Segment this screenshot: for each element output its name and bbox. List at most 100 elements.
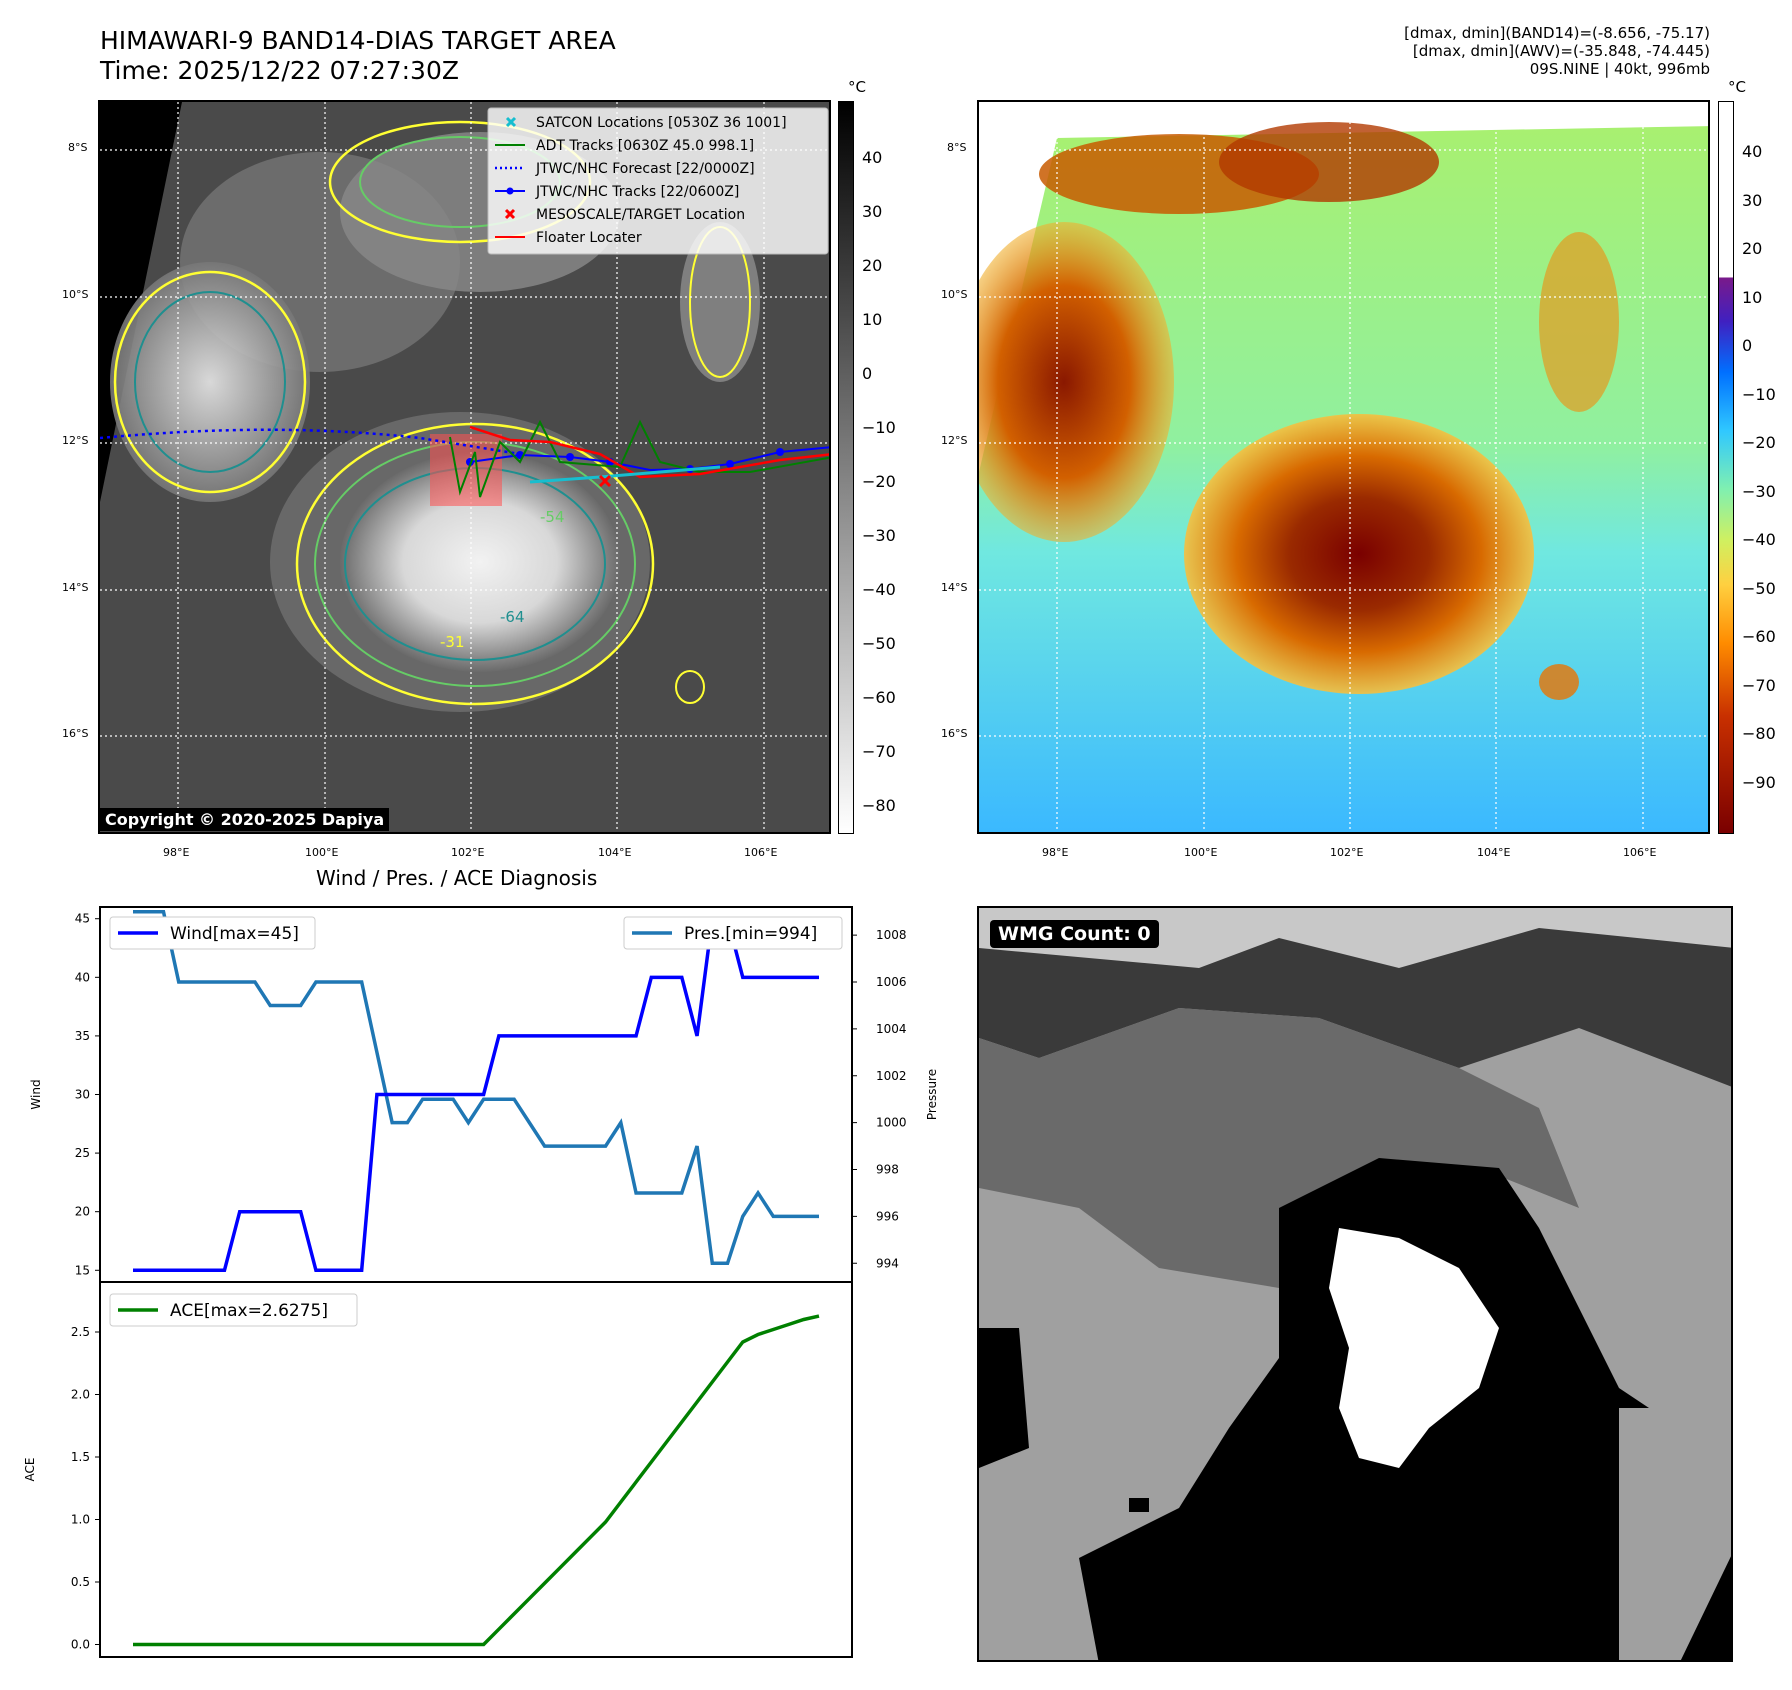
ace-axis-label: ACE <box>23 1458 37 1482</box>
colorbar-tick-label: −10 <box>1742 384 1776 404</box>
color-western-cloud <box>979 222 1174 542</box>
colorbar-tick-label: −30 <box>1742 481 1776 501</box>
wmg-mid-band <box>979 1008 1579 1288</box>
colorbar-tick-label: 0 <box>1742 336 1753 355</box>
color-colorbar <box>1718 101 1734 834</box>
time-line: Time: 2025/12/22 07:27:30Z <box>100 56 459 85</box>
pressure-tick-label: 1000 <box>876 1116 907 1130</box>
wind-tick-label: 40 <box>75 970 90 984</box>
stats-block: [dmax, dmin](BAND14)=(-8.656, -75.17) [d… <box>1404 24 1710 78</box>
pressure-tick-label: 998 <box>876 1163 899 1177</box>
colorbar-tick-label: 30 <box>1742 190 1763 210</box>
ace-legend-box <box>109 1293 358 1327</box>
pressure-tick-label: 1006 <box>876 975 907 989</box>
lon-label: 98°E <box>163 846 190 859</box>
wmg-dark-band <box>979 928 1731 1087</box>
wmg-count-badge: WMG Count: 0 <box>990 920 1159 948</box>
colorbar-tick-label: −30 <box>862 526 896 545</box>
colorbar-tick-label: 10 <box>862 310 883 329</box>
ace-tick-label: 2.5 <box>71 1325 90 1339</box>
legend-satcon: SATCON Locations [0530Z 36 1001] <box>536 115 787 131</box>
floater-box <box>430 434 502 506</box>
lat-label: 16°S <box>62 727 89 740</box>
wmg-panel <box>977 906 1733 1662</box>
contour-31 <box>295 422 655 706</box>
diagnosis-charts: 15 20 25 30 35 40 45 994 996 998 1000 1002 1004 1006 1… <box>23 906 939 1658</box>
pressure-series-line <box>133 909 819 1265</box>
ir-map-canvas: -64 -54 -31 <box>100 102 829 832</box>
lat-label: 14°S <box>941 581 968 594</box>
title-line: HIMAWARI-9 BAND14-DIAS TARGET AREA <box>100 26 616 55</box>
wind-tick-label: 25 <box>75 1146 90 1160</box>
diagnosis-title: Wind / Pres. / ACE Diagnosis <box>316 866 598 890</box>
colorbar-tick-label: −60 <box>1742 627 1776 646</box>
color-colorbar-unit: °C <box>1728 78 1746 96</box>
colorbar-tick-label: 20 <box>1742 239 1763 258</box>
lat-label: 14°S <box>62 581 89 594</box>
pressure-tick-label: 994 <box>876 1256 899 1270</box>
lat-label: 10°S <box>62 288 89 301</box>
colorbar-tick-label: 40 <box>1742 142 1763 161</box>
ace-series-line <box>133 1314 820 1647</box>
colorbar-tick-label: −50 <box>862 634 896 653</box>
lon-label: 102°E <box>451 846 485 859</box>
color-map-panel <box>977 100 1710 834</box>
lat-label: 8°S <box>68 141 88 154</box>
lon-label: 98°E <box>1042 846 1069 859</box>
figure-title: HIMAWARI-9 BAND14-DIAS TARGET AREA Time:… <box>100 26 616 86</box>
colorbar-tick-label: −20 <box>1742 433 1776 452</box>
legend-floater: Floater Locater <box>536 230 642 246</box>
colorbar-tick-label: −50 <box>1742 578 1776 598</box>
contour-label-64: -64 <box>500 608 525 626</box>
colorbar-tick-label: −80 <box>1742 724 1776 743</box>
wind-tick-label: 35 <box>75 1029 90 1043</box>
copyright-badge: Copyright © 2020-2025 Dapiya <box>100 808 390 831</box>
gray-colorbar <box>838 101 854 834</box>
colorbar-tick-label: −20 <box>862 472 896 491</box>
wind-legend-label: Wind[max=45] <box>170 924 299 944</box>
band14-range: [dmax, dmin](BAND14)=(-8.656, -75.17) <box>1404 24 1710 42</box>
colorbar-tick-label: −70 <box>1742 675 1776 695</box>
colorbar-tick-label: 10 <box>1742 287 1763 307</box>
pressure-legend-box <box>623 916 843 950</box>
pressure-legend-label: Pres.[min=994] <box>684 924 817 944</box>
storm-summary: 09S.NINE | 40kt, 996mb <box>1529 60 1710 78</box>
lat-label: 8°S <box>947 141 967 154</box>
forecast-track <box>100 428 521 456</box>
color-map-canvas <box>979 102 1708 832</box>
wind-series-line <box>133 916 819 1273</box>
lat-label: 12°S <box>62 434 89 447</box>
satcon-track <box>529 465 721 484</box>
ace-frame <box>99 1281 853 1658</box>
wind-axis-label: Wind <box>29 1079 43 1109</box>
lon-label: 104°E <box>1477 846 1511 859</box>
colorbar-tick-label: −40 <box>1742 530 1776 549</box>
colorbar-tick-label: 30 <box>862 202 883 221</box>
wind-tick-label: 15 <box>75 1263 90 1277</box>
gray-colorbar-unit: °C <box>848 78 866 96</box>
ace-tick-label: 1.0 <box>71 1513 90 1527</box>
lon-label: 104°E <box>598 846 632 859</box>
contour-label-54: -54 <box>540 508 565 526</box>
ace-legend-label: ACE[max=2.6275] <box>170 1301 328 1321</box>
lon-label: 106°E <box>744 846 778 859</box>
legend-jtwc: JTWC/NHC Tracks [22/0600Z] <box>535 184 739 200</box>
colorbar-tick-label: −70 <box>862 742 896 761</box>
lat-label: 12°S <box>941 434 968 447</box>
lon-label: 100°E <box>1184 846 1218 859</box>
colorbar-tick-label: −60 <box>862 688 896 707</box>
color-map-grid <box>979 102 1708 832</box>
ace-tick-label: 1.5 <box>71 1450 90 1464</box>
ace-tick-label: 0.5 <box>71 1575 90 1589</box>
wind-tick-label: 20 <box>75 1205 90 1219</box>
colorbar-tick-label: −40 <box>862 580 896 599</box>
ace-tick-label: 2.0 <box>71 1388 90 1402</box>
awv-range: [dmax, dmin](AWV)=(-35.848, -74.445) <box>1412 42 1710 60</box>
colorbar-tick-label: 20 <box>862 256 883 275</box>
color-storm-core <box>1184 414 1534 694</box>
ace-tick-label: 0.0 <box>71 1638 90 1652</box>
pressure-tick-label: 1008 <box>876 928 907 942</box>
contour-label-31: -31 <box>440 633 465 651</box>
legend-adt: ADT Tracks [0630Z 45.0 998.1] <box>536 138 754 154</box>
pressure-tick-label: 996 <box>876 1209 899 1223</box>
